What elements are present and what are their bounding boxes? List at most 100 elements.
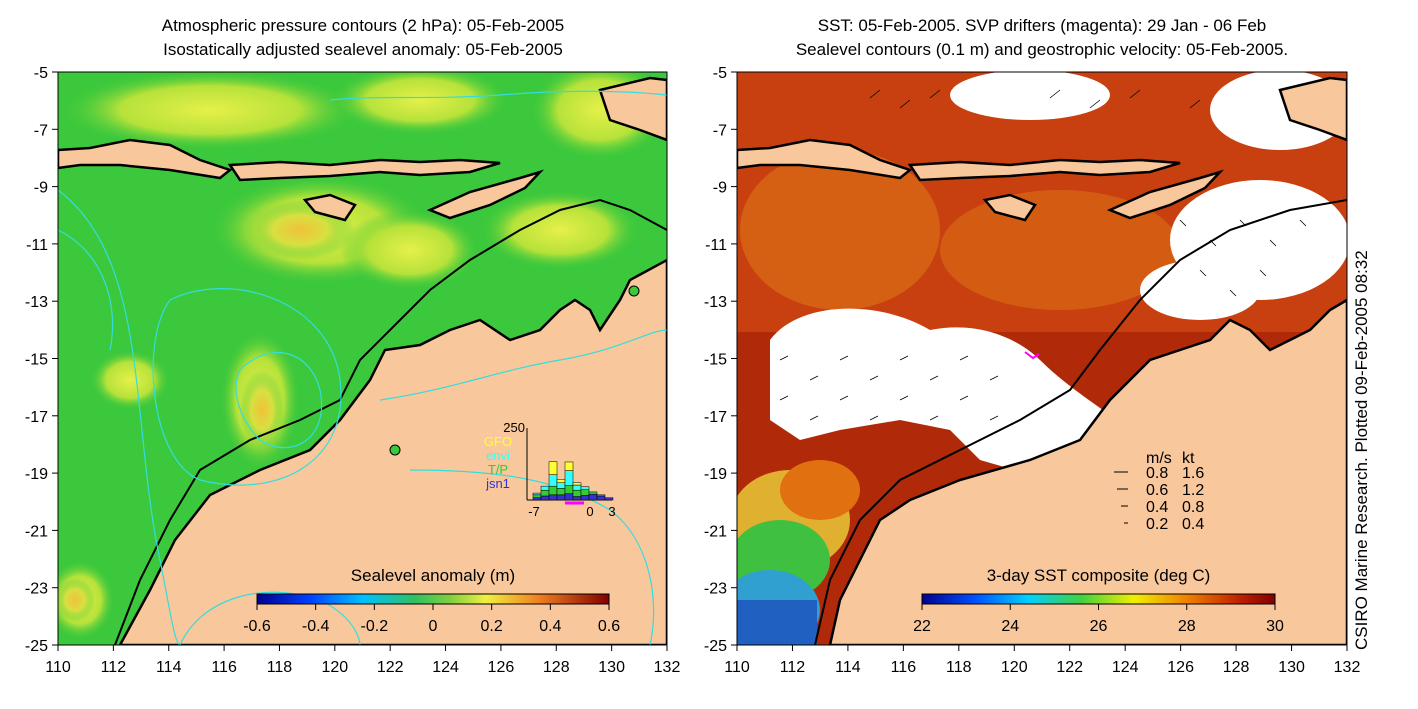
inset-bar-segment: [548, 474, 558, 487]
inset-bar-segment: [532, 497, 542, 501]
sla-colorbar-label: Sealevel anomaly (m): [350, 566, 516, 585]
left-x-tick-label: 124: [432, 659, 459, 676]
right-y-tick-label: -15: [704, 352, 727, 369]
right-y-tick-label: -13: [704, 294, 727, 311]
sla-colorbar-tick-label: 0: [429, 618, 438, 635]
inset-bar-segment: [556, 488, 566, 496]
sla-colorbar-tick-label: -0.4: [302, 618, 330, 635]
sla-colorbar-tick-label: 0.2: [481, 618, 503, 635]
left-y-tick-label: -17: [25, 409, 48, 426]
tide-gauge-marker: [389, 444, 401, 456]
left-y-tick-label: -11: [26, 237, 48, 254]
sst-colorbar-tick-label: 30: [1266, 618, 1284, 635]
right-y-tick-label: -7: [713, 122, 727, 139]
velocity-key-ms-value: 0.2: [1146, 516, 1168, 533]
right-x-tick-label: 130: [1278, 659, 1305, 676]
right-y-tick-label: -23: [704, 581, 727, 598]
left-y-tick-label: -13: [25, 294, 48, 311]
inset-bar-segment: [596, 495, 606, 501]
inset-bar-segment: [556, 494, 566, 501]
right-x-tick-label: 120: [1001, 659, 1028, 676]
velocity-key-ms-value: 0.8: [1146, 465, 1168, 482]
velocity-key-kt-value: 1.2: [1182, 482, 1204, 499]
sst-colorbar-tick-label: 26: [1090, 618, 1108, 635]
inset-bar-segment: [540, 495, 550, 501]
sla-colorbar-tick-label: -0.2: [361, 618, 389, 635]
inset-bar-segment: [564, 493, 574, 501]
inset-bar-segment: [540, 485, 550, 491]
right-y-tick-label: -9: [713, 180, 727, 197]
sst-colorbar-tick-label: 28: [1178, 618, 1196, 635]
right-y-tick-label: -25: [704, 638, 727, 655]
sla-colorbar: [256, 593, 610, 605]
left-y-tick-label: -19: [25, 466, 48, 483]
inset-bar-segment: [556, 482, 566, 489]
sla-colorbar-tick-label: -0.6: [243, 618, 271, 635]
velocity-key-ms-value: 0.6: [1146, 482, 1168, 499]
right-y-tick-label: -19: [704, 466, 727, 483]
tide-gauge-marker: [628, 285, 640, 297]
right-x-tick-label: 124: [1112, 659, 1139, 676]
cloud-mask: [770, 308, 1180, 480]
credit-text: CSIRO Marine Research. Plotted 09-Feb-20…: [1352, 250, 1371, 650]
left-x-tick-label: 116: [211, 659, 237, 676]
inset-bar-segment: [556, 479, 566, 483]
pressure-contours: [58, 90, 667, 645]
inset-bar-segment: [572, 482, 582, 486]
inset-bar-segment: [564, 485, 574, 494]
inset-bar-segment: [580, 489, 590, 496]
velocity-key-kt-value: 0.8: [1182, 499, 1204, 516]
left-title-line1: Atmospheric pressure contours (2 hPa): 0…: [161, 16, 565, 35]
left-x-tick-label: 110: [45, 659, 71, 676]
inset-x-tick-label: -7: [528, 504, 540, 519]
left-x-tick-label: 130: [598, 659, 625, 676]
lesser-sunda-islands: [227, 158, 501, 182]
shelf-contour: [814, 199, 1347, 645]
inset-bar-segment: [564, 470, 574, 486]
inset-bar-segment: [572, 496, 582, 501]
inset-bar-segment: [564, 461, 574, 471]
inset-bar-segment: [532, 492, 542, 496]
sla-field: [58, 72, 667, 645]
right-title-line2: Sealevel contours (0.1 m) and geostrophi…: [795, 40, 1289, 59]
right-x-tick-label: 110: [724, 659, 750, 676]
left-x-tick-label: 112: [101, 659, 127, 676]
sla-colorbar-tick-label: 0.4: [539, 618, 561, 635]
right-x-tick-label: 132: [1334, 659, 1361, 676]
right-x-tick-label: 122: [1056, 659, 1083, 676]
java-island: [58, 138, 233, 180]
inset-legend-gfo: GFO: [484, 434, 512, 449]
drifter-track: [1024, 351, 1040, 360]
inset-bar-segment: [588, 493, 598, 501]
left-x-tick-label: 126: [488, 659, 515, 676]
right-title-line1: SST: 05-Feb-2005. SVP drifters (magenta)…: [817, 16, 1267, 35]
left-x-tick-label: 118: [267, 659, 293, 676]
inset-bar-segment: [588, 491, 598, 495]
right-y-tick-label: -11: [705, 237, 727, 254]
australia-land: [828, 298, 1347, 645]
right-x-tick-label: 116: [891, 659, 917, 676]
left-x-tick-label: 128: [543, 659, 570, 676]
inset-x-tick-label: 0: [586, 504, 593, 519]
inset-bar-segment: [548, 461, 558, 475]
inset-legend-envi: envi: [486, 448, 510, 463]
sst-field: [737, 72, 1347, 645]
inset-bar-segment: [596, 494, 606, 497]
right-x-tick-label: 126: [1167, 659, 1194, 676]
inset-bar-segment: [548, 485, 558, 496]
sst-colorbar-label: 3-day SST composite (deg C): [986, 566, 1211, 585]
left-y-tick-label: -9: [34, 180, 48, 197]
left-x-tick-label: 132: [654, 659, 681, 676]
sumba-island: [302, 193, 357, 222]
inset-bar-segment: [572, 484, 582, 491]
right-y-tick-label: -17: [704, 409, 727, 426]
inset-ymax-label: 250: [503, 420, 525, 435]
inset-legend-t-p: T/P: [488, 462, 508, 477]
left-y-tick-label: -25: [25, 638, 48, 655]
left-y-tick-label: -7: [34, 122, 48, 139]
sla-colorbar-tick-label: 0.6: [598, 618, 620, 635]
velocity-key-ms-header: m/s: [1146, 450, 1172, 467]
velocity-key-kt-value: 0.4: [1182, 516, 1204, 533]
velocity-key-kt-value: 1.6: [1182, 465, 1204, 482]
